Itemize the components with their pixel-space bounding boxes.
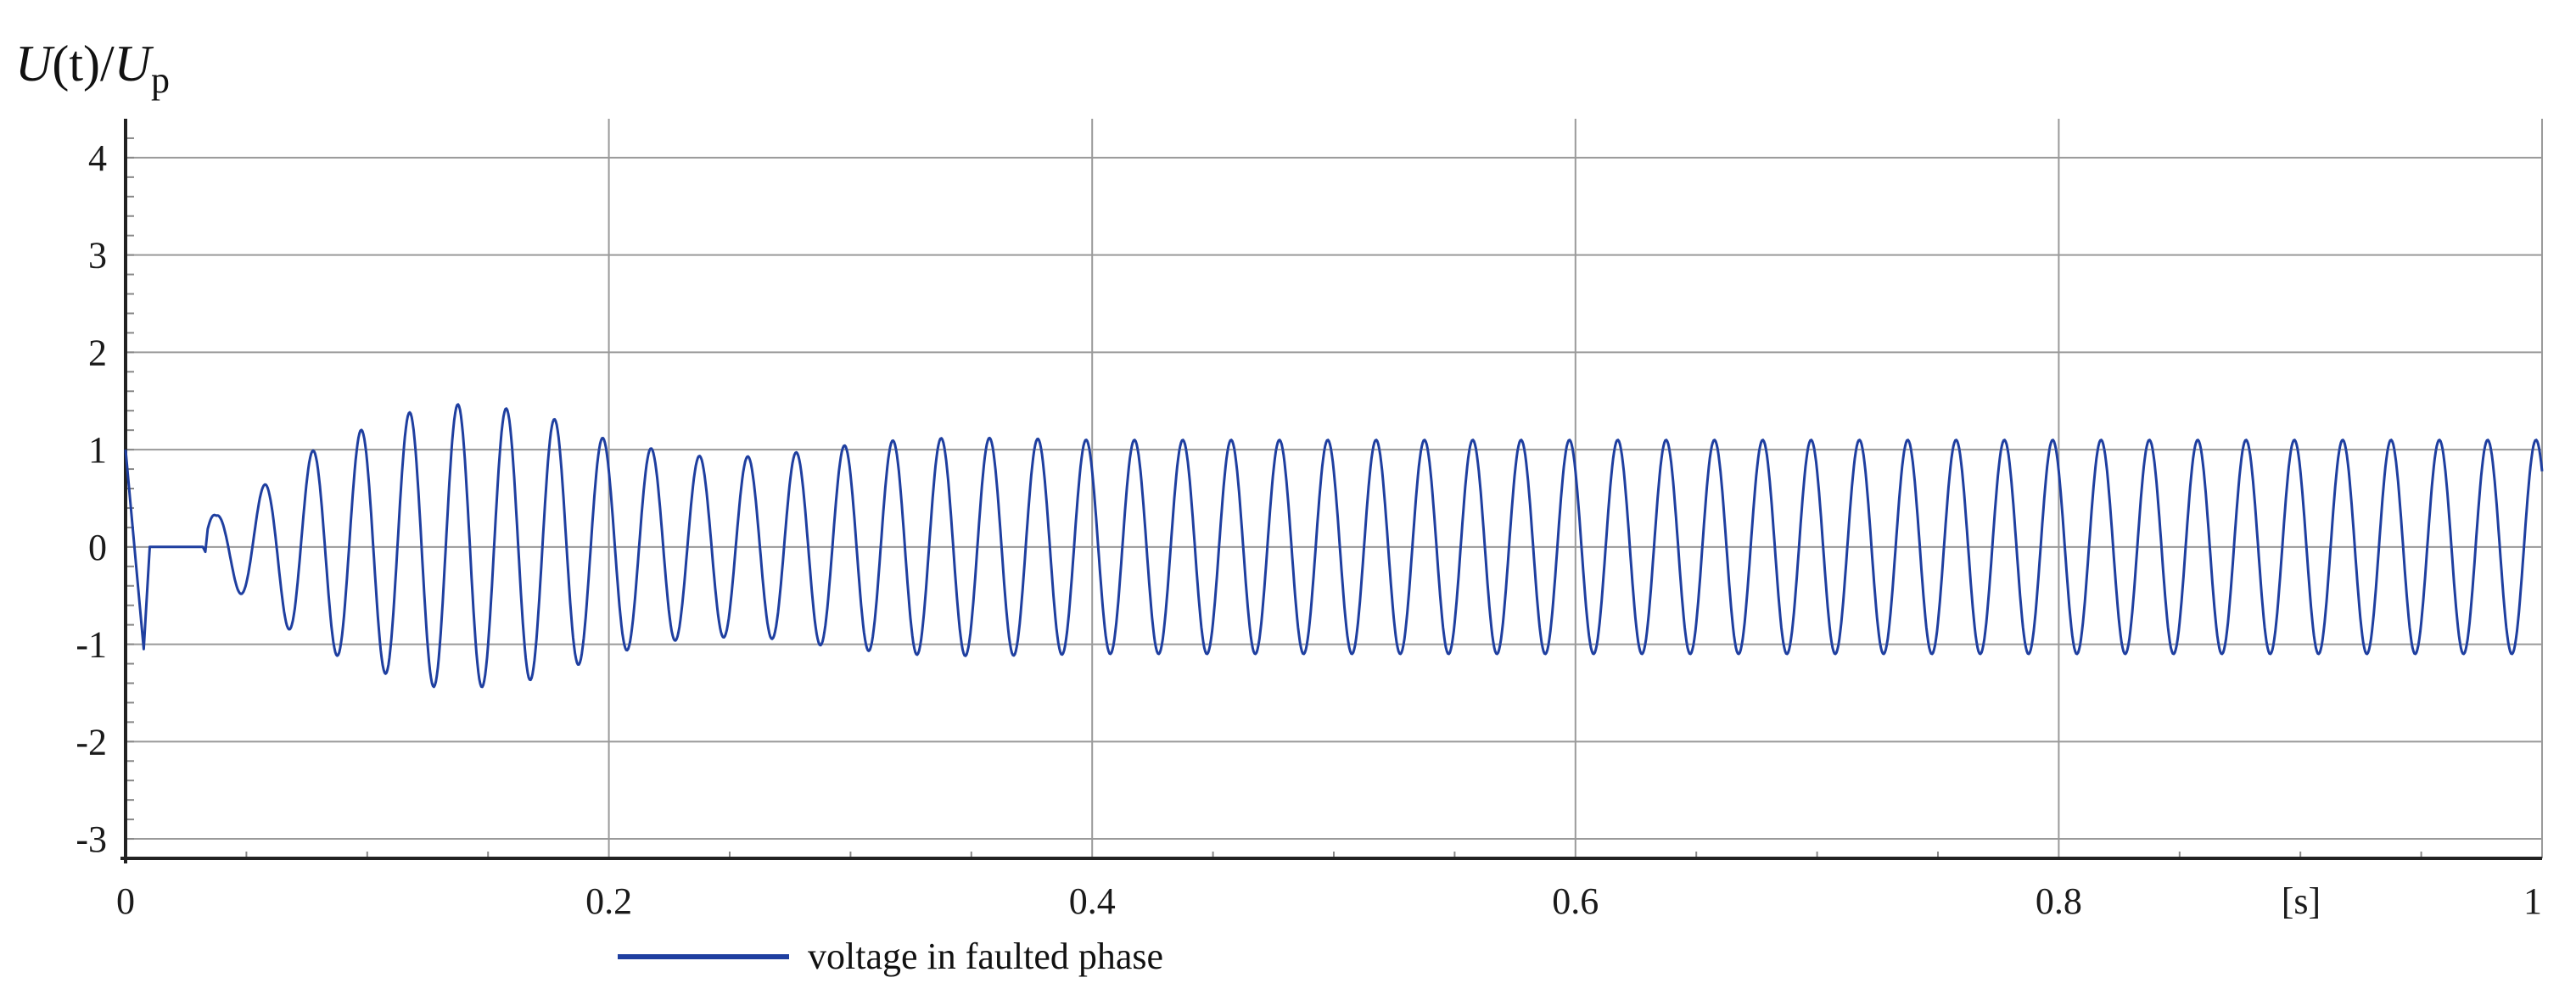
x-tick-label: 0.8	[2036, 880, 2082, 922]
legend-label: voltage in faulted phase	[808, 936, 1163, 977]
x-axis-unit-label: [s]	[2282, 880, 2321, 922]
series-line-voltage	[124, 403, 2544, 689]
y-tick-label: 0	[88, 527, 107, 568]
y-tick-label: 1	[88, 429, 107, 471]
y-tick-label: -3	[76, 818, 107, 860]
y-tick-label: -1	[76, 624, 107, 666]
y-tick-label: -2	[76, 721, 107, 763]
y-tick-label: 3	[88, 235, 107, 277]
y-axis-label: U(t)/Up	[15, 36, 170, 101]
y-tick-label: 4	[88, 137, 107, 179]
x-tick-label: 1	[2523, 880, 2542, 922]
plot-background	[126, 119, 2542, 858]
plot-area: -3 -2 -1 0 1 2 3 4 0 0.2 0.4 0.6 0.8 1	[76, 119, 2544, 922]
legend: voltage in faulted phase	[618, 936, 1163, 977]
x-tick-label: 0	[116, 880, 135, 922]
x-tick-label: 0.6	[1552, 880, 1599, 922]
x-tick-label: 0.2	[585, 880, 632, 922]
x-tick-label: 0.4	[1069, 880, 1116, 922]
y-tick-label: 2	[88, 332, 107, 373]
